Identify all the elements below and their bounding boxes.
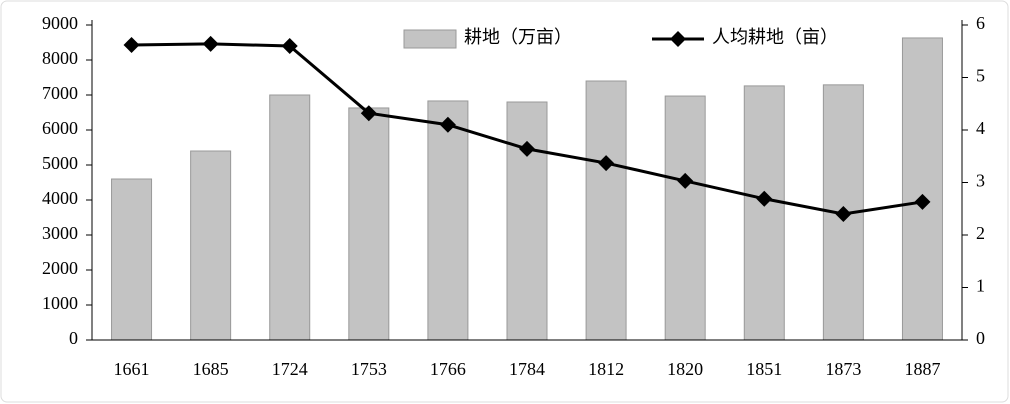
y-tick-label: 9000 <box>42 13 78 33</box>
marker <box>360 105 377 122</box>
x-tick-label: 1887 <box>904 359 940 379</box>
legend-swatch <box>403 29 457 49</box>
y-tick-label: 4000 <box>42 188 78 208</box>
bar <box>743 85 785 341</box>
x-tick-label: 1812 <box>588 359 624 379</box>
x-tick-label: 1820 <box>667 359 703 379</box>
x-tick-label: 1784 <box>509 359 545 379</box>
y-tick-label: 7000 <box>42 83 78 103</box>
marker <box>598 155 615 172</box>
bar <box>348 107 390 341</box>
bar <box>269 94 311 341</box>
marker <box>519 140 535 157</box>
y-tick-label: 5000 <box>42 153 78 173</box>
bar <box>664 95 706 341</box>
marker <box>281 38 298 54</box>
marker <box>202 35 219 52</box>
y-tick-label: 8000 <box>42 48 78 68</box>
bar <box>506 101 548 341</box>
legend-marker <box>670 31 686 47</box>
y-tick-label: 6000 <box>42 118 78 138</box>
y2-tick-label: 5 <box>976 66 985 86</box>
bar <box>585 80 627 341</box>
marker <box>677 172 694 189</box>
y2-tick-label: 0 <box>976 328 985 348</box>
bar <box>901 37 943 341</box>
bar <box>190 150 232 341</box>
y2-tick-label: 2 <box>976 223 985 243</box>
x-tick-label: 1661 <box>114 359 150 379</box>
y2-tick-label: 3 <box>976 171 985 191</box>
bar <box>111 178 153 341</box>
x-tick-label: 1685 <box>193 359 229 379</box>
marker <box>914 193 931 210</box>
y-tick-label: 2000 <box>42 258 78 278</box>
marker <box>123 36 140 53</box>
y-tick-label: 0 <box>69 328 78 348</box>
bar <box>427 100 469 341</box>
y-tick-label: 3000 <box>42 223 78 243</box>
marker <box>439 116 456 133</box>
y2-tick-label: 1 <box>976 276 985 296</box>
x-tick-label: 1873 <box>825 359 861 379</box>
x-tick-label: 1766 <box>430 359 466 379</box>
y2-tick-label: 4 <box>976 118 985 138</box>
marker <box>835 206 852 222</box>
y-tick-label: 1000 <box>42 293 78 313</box>
marker <box>756 190 773 207</box>
y2-tick-label: 6 <box>976 13 985 33</box>
legend-label: 耕地（万亩） <box>464 27 572 47</box>
legend-label: 人均耕地（亩） <box>712 27 838 47</box>
x-tick-label: 1851 <box>746 359 782 379</box>
x-tick-label: 1753 <box>351 359 387 379</box>
x-tick-label: 1724 <box>272 359 308 379</box>
